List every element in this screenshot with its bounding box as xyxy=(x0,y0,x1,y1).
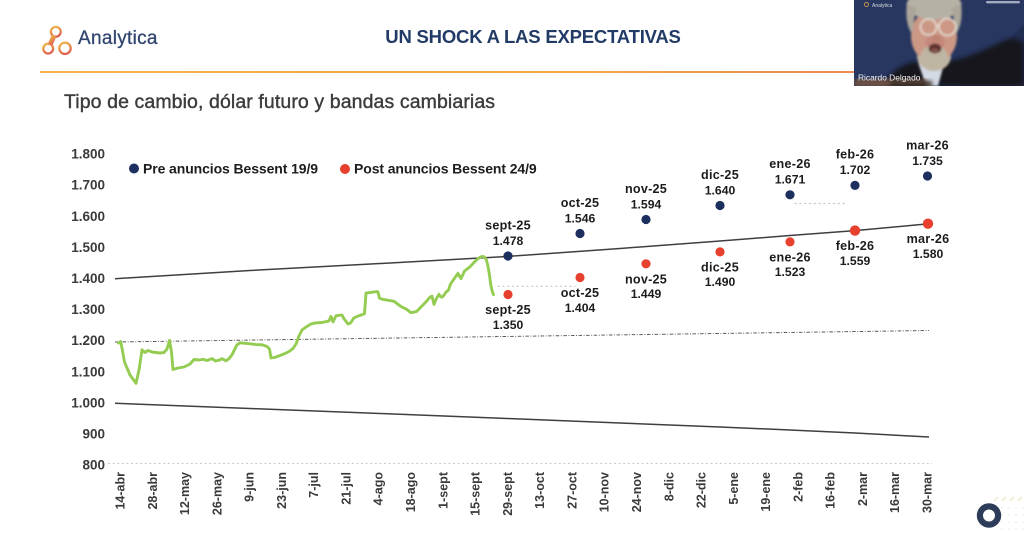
svg-text:1.200: 1.200 xyxy=(71,333,105,348)
svg-text:nov-25: nov-25 xyxy=(625,182,667,196)
svg-text:800: 800 xyxy=(82,458,105,473)
svg-text:1.640: 1.640 xyxy=(705,183,736,197)
svg-text:2-feb: 2-feb xyxy=(791,472,805,502)
svg-text:sept-25: sept-25 xyxy=(485,218,531,232)
svg-text:dic-25: dic-25 xyxy=(701,260,739,274)
svg-text:feb-26: feb-26 xyxy=(836,148,875,162)
svg-text:oct-25: oct-25 xyxy=(561,196,600,210)
svg-text:1.000: 1.000 xyxy=(71,395,105,410)
svg-text:1-sept: 1-sept xyxy=(436,471,450,509)
svg-text:sept-25: sept-25 xyxy=(485,303,531,317)
svg-text:dic-25: dic-25 xyxy=(701,168,739,182)
svg-text:Pre anuncios Bessent 19/9: Pre anuncios Bessent 19/9 xyxy=(143,161,318,177)
svg-text:7-jul: 7-jul xyxy=(307,472,321,498)
svg-text:24-nov: 24-nov xyxy=(630,472,644,512)
svg-text:1.700: 1.700 xyxy=(71,178,105,193)
svg-text:1.478: 1.478 xyxy=(493,234,524,248)
svg-text:10-nov: 10-nov xyxy=(598,472,612,512)
svg-text:1.594: 1.594 xyxy=(631,197,662,211)
svg-text:22-dic: 22-dic xyxy=(695,472,709,508)
svg-text:8-dic: 8-dic xyxy=(662,472,676,501)
svg-text:29-sept: 29-sept xyxy=(501,471,515,516)
svg-text:15-sept: 15-sept xyxy=(469,471,483,516)
svg-text:13-oct: 13-oct xyxy=(533,471,547,509)
svg-text:1.100: 1.100 xyxy=(71,364,105,379)
svg-text:12-may: 12-may xyxy=(178,472,192,515)
svg-text:nov-25: nov-25 xyxy=(625,272,667,286)
svg-text:18-ago: 18-ago xyxy=(404,472,418,513)
svg-text:1.546: 1.546 xyxy=(565,211,596,225)
svg-text:23-jun: 23-jun xyxy=(275,472,289,509)
svg-text:1.350: 1.350 xyxy=(493,318,524,332)
svg-text:1.449: 1.449 xyxy=(631,287,662,301)
svg-text:1.702: 1.702 xyxy=(840,163,871,177)
svg-text:1.600: 1.600 xyxy=(71,209,105,224)
svg-text:5-ene: 5-ene xyxy=(727,472,741,505)
svg-text:2-mar: 2-mar xyxy=(856,472,870,506)
svg-text:1.735: 1.735 xyxy=(912,154,943,168)
svg-text:ene-26: ene-26 xyxy=(769,250,810,264)
svg-text:14-abr: 14-abr xyxy=(114,472,128,510)
svg-text:Analytica: Analytica xyxy=(872,3,893,9)
svg-text:1.400: 1.400 xyxy=(71,271,105,286)
svg-text:16-mar: 16-mar xyxy=(888,472,902,513)
svg-text:1.404: 1.404 xyxy=(565,301,596,315)
svg-text:oct-25: oct-25 xyxy=(561,286,600,300)
svg-text:Post anuncios Bessent 24/9: Post anuncios Bessent 24/9 xyxy=(354,161,537,177)
svg-text:mar-26: mar-26 xyxy=(907,232,950,246)
svg-text:21-jul: 21-jul xyxy=(340,472,354,505)
svg-text:feb-26: feb-26 xyxy=(836,239,875,253)
svg-text:1.671: 1.671 xyxy=(775,173,806,187)
svg-text:27-oct: 27-oct xyxy=(565,471,579,509)
svg-text:1.559: 1.559 xyxy=(840,254,871,268)
svg-text:19-ene: 19-ene xyxy=(759,472,773,512)
svg-text:26-may: 26-may xyxy=(210,472,224,515)
svg-text:1.300: 1.300 xyxy=(71,302,105,317)
svg-text:4-ago: 4-ago xyxy=(372,472,386,506)
svg-text:Ricardo Delgado: Ricardo Delgado xyxy=(858,73,921,83)
svg-text:1.490: 1.490 xyxy=(705,275,736,289)
svg-text:1.500: 1.500 xyxy=(71,240,105,255)
svg-text:1.800: 1.800 xyxy=(71,147,105,162)
svg-text:ene-26: ene-26 xyxy=(769,157,810,171)
svg-text:16-feb: 16-feb xyxy=(824,472,838,509)
svg-text:mar-26: mar-26 xyxy=(906,138,949,152)
svg-text:9-jun: 9-jun xyxy=(243,472,257,502)
svg-text:900: 900 xyxy=(82,427,105,442)
svg-text:30-mar: 30-mar xyxy=(921,472,935,513)
svg-text:1.523: 1.523 xyxy=(775,265,806,279)
svg-text:1.580: 1.580 xyxy=(913,247,944,261)
svg-text:28-abr: 28-abr xyxy=(146,472,160,510)
